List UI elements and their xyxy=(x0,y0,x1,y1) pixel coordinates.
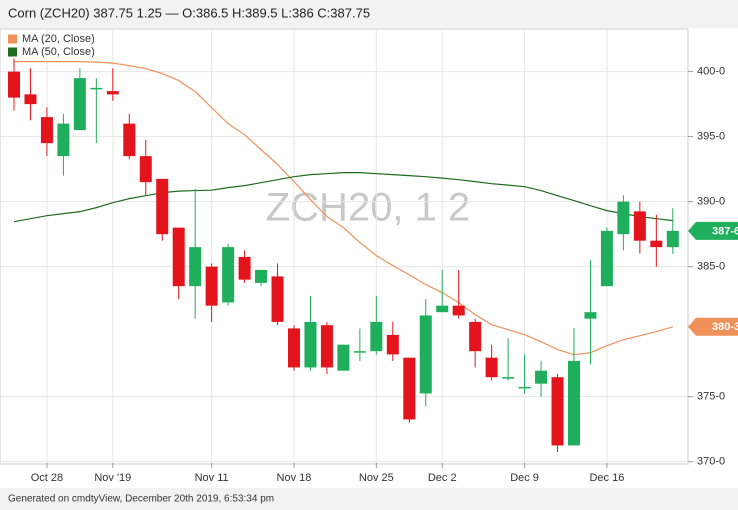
candle-body xyxy=(485,357,498,378)
candle-body xyxy=(238,256,251,280)
y-tick-label: 370-0 xyxy=(697,456,725,468)
candle-body xyxy=(633,211,646,241)
candle-body xyxy=(419,315,432,394)
plot-area xyxy=(0,28,689,465)
candle-body xyxy=(567,360,580,446)
candle-body xyxy=(287,328,300,368)
candle-body xyxy=(403,357,416,420)
price-tag-label: 387-6 xyxy=(712,225,738,237)
chart-title: Corn (ZCH20) 387.75 1.25 — O:386.5 H:389… xyxy=(8,5,370,20)
candle-body xyxy=(205,266,218,306)
candle-body xyxy=(139,156,152,183)
x-tick-label: Dec 2 xyxy=(428,472,457,484)
candle-body xyxy=(222,247,235,303)
x-tick-label: Dec 9 xyxy=(510,472,539,484)
candle-body xyxy=(535,370,548,384)
footer-bar xyxy=(0,488,738,510)
candle-body xyxy=(123,123,136,157)
candle-body xyxy=(518,386,531,389)
candle-body xyxy=(502,377,515,379)
candle-body xyxy=(584,312,597,319)
price-tag xyxy=(688,221,738,240)
candle-body xyxy=(172,227,185,287)
candle-body xyxy=(600,230,613,287)
candle-body xyxy=(436,305,449,313)
candle-body xyxy=(271,276,284,322)
legend-label: MA (20, Close) xyxy=(22,33,95,45)
price-tag-label: 380-3 xyxy=(712,321,738,333)
candle-body xyxy=(551,377,564,446)
y-tick-label: 400-0 xyxy=(697,66,725,78)
y-tick-label: 385-0 xyxy=(697,261,725,273)
candle-body xyxy=(469,321,482,352)
y-tick-label: 390-0 xyxy=(697,196,725,208)
ma-line xyxy=(13,172,673,223)
candle-body xyxy=(40,117,53,144)
candle-body xyxy=(189,247,202,287)
x-tick-label: Oct 28 xyxy=(31,472,63,484)
legend-swatch xyxy=(8,34,17,44)
price-tag xyxy=(688,317,738,336)
ma-line xyxy=(14,60,673,356)
candle-body xyxy=(337,344,350,371)
footer: Generated on cmdtyView, December 20th 20… xyxy=(8,494,274,505)
candle-body xyxy=(650,240,663,248)
candle-body xyxy=(156,178,169,235)
legend-swatch xyxy=(8,47,17,57)
candle-body xyxy=(452,305,465,316)
candle-body xyxy=(24,94,37,105)
x-tick-label: Nov '19 xyxy=(94,472,131,484)
x-tick-label: Nov 25 xyxy=(359,472,394,484)
y-tick-label: 395-0 xyxy=(697,131,725,143)
candle-body xyxy=(304,321,317,368)
candle-body xyxy=(370,321,383,352)
header-bar xyxy=(0,0,738,28)
watermark: ZCH20, 1 2 xyxy=(266,186,471,230)
x-tick-label: Nov 18 xyxy=(277,472,312,484)
candle-body xyxy=(320,325,333,368)
x-tick-label: Dec 16 xyxy=(589,472,624,484)
candle-body xyxy=(73,78,86,131)
candle-body xyxy=(8,71,20,98)
candle-body xyxy=(255,269,268,283)
legend-label: MA (50, Close) xyxy=(22,46,95,58)
x-tick-label: Nov 11 xyxy=(195,472,229,484)
candle-body xyxy=(90,87,103,90)
y-tick-label: 375-0 xyxy=(697,391,725,403)
candle-body xyxy=(666,230,679,248)
candle-body xyxy=(617,201,630,235)
candle-body xyxy=(386,334,399,355)
candle-body xyxy=(353,351,366,353)
candle-body xyxy=(106,91,119,95)
candle-body xyxy=(57,123,70,157)
